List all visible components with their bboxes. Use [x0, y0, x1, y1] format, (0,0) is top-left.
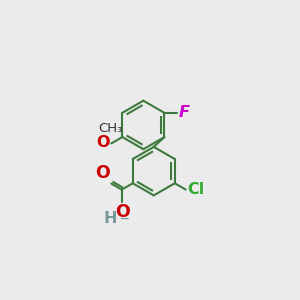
Text: CH₃: CH₃ [98, 122, 122, 135]
Text: H: H [103, 211, 117, 226]
Text: O: O [115, 203, 130, 221]
Text: F: F [179, 105, 190, 120]
Text: O: O [97, 136, 110, 151]
Text: O: O [95, 164, 110, 182]
Text: Cl: Cl [188, 182, 205, 197]
Text: ‒: ‒ [119, 211, 129, 226]
